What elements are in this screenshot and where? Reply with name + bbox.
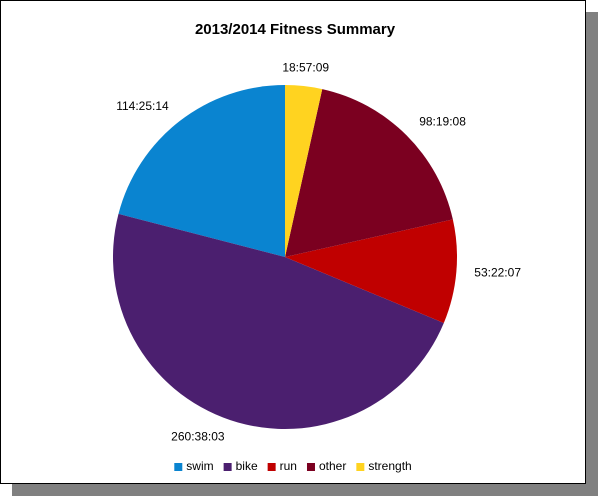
- legend-label: bike: [236, 459, 258, 473]
- legend-swatch: [174, 463, 183, 471]
- pie-slice: [285, 85, 323, 257]
- legend-item: swim: [174, 459, 214, 473]
- legend-item: strength: [356, 459, 412, 473]
- legend-swatch: [267, 463, 276, 471]
- pie-slice: [113, 213, 444, 429]
- legend-item: bike: [223, 459, 258, 473]
- pie-slice: [118, 85, 286, 257]
- legend-label: run: [280, 459, 297, 473]
- legend-swatch: [306, 463, 315, 471]
- chart-title: 2013/2014 Fitness Summary: [195, 21, 396, 38]
- legend-swatch: [223, 463, 232, 471]
- legend-item: run: [267, 459, 297, 473]
- pie-slice: [285, 89, 453, 257]
- data-label: 98:19:08: [419, 115, 466, 129]
- data-label: 53:22:07: [474, 266, 521, 280]
- legend-item: other: [306, 459, 346, 473]
- legend-swatch: [356, 463, 365, 471]
- legend-label: swim: [186, 459, 213, 473]
- legend-label: strength: [368, 459, 411, 473]
- pie-slice: [285, 219, 457, 324]
- legend-label: other: [319, 459, 346, 473]
- data-label: 260:38:03: [171, 429, 225, 443]
- data-label: 114:25:14: [116, 99, 169, 113]
- data-label: 18:57:09: [282, 60, 329, 74]
